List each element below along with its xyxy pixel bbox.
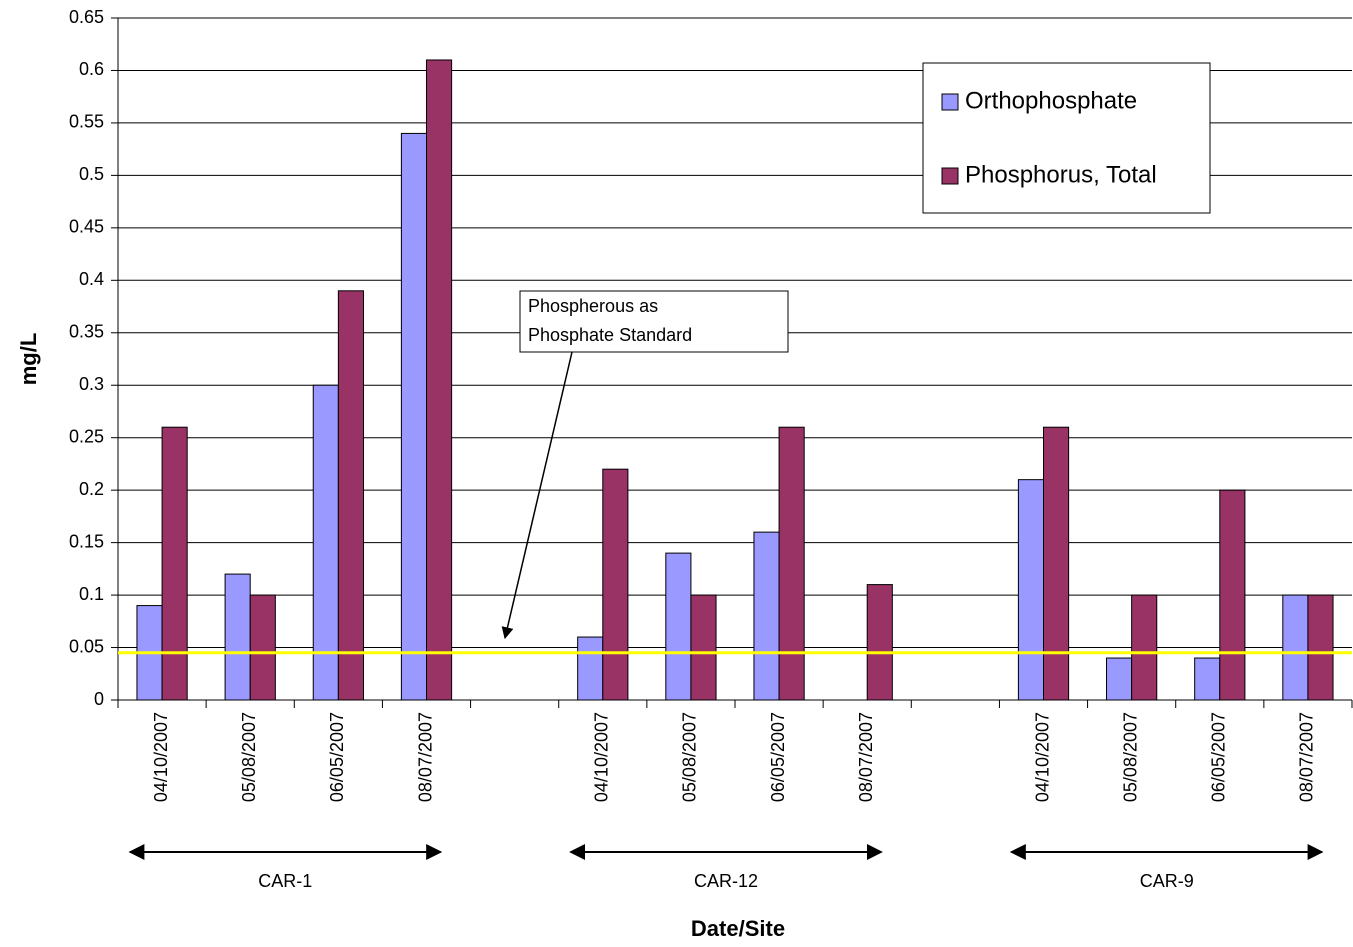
x-tick-label: 05/08/2007 <box>239 712 259 802</box>
bar <box>690 594 717 701</box>
x-tick-label: 06/05/2007 <box>1209 712 1229 802</box>
y-tick-label: 0.3 <box>79 374 104 394</box>
bar <box>1219 489 1246 701</box>
y-tick-label: 0.5 <box>79 164 104 184</box>
y-tick-label: 0.65 <box>69 7 104 27</box>
x-tick-label: 08/07/2007 <box>415 712 435 802</box>
y-tick-label: 0 <box>94 689 104 709</box>
bar <box>665 552 692 701</box>
legend-text: Phosphorus, Total <box>965 161 1157 188</box>
legend-swatch <box>941 93 959 111</box>
annotation-box <box>519 290 789 353</box>
x-axis-title: Date/Site <box>691 916 785 941</box>
annotation-text: Phosphate Standard <box>528 325 692 345</box>
y-tick-label: 0.15 <box>69 531 104 551</box>
bar <box>1307 594 1334 701</box>
legend-text: Orthophosphate <box>965 87 1137 114</box>
bar <box>1017 479 1044 701</box>
x-tick-label: 08/07/2007 <box>856 712 876 802</box>
x-tick-label: 08/07/2007 <box>1297 712 1317 802</box>
legend-swatch <box>941 167 959 185</box>
x-tick-label: 05/08/2007 <box>680 712 700 802</box>
x-tick-label: 04/10/2007 <box>151 712 171 802</box>
bar <box>577 636 604 701</box>
bar <box>224 573 251 701</box>
bar <box>337 290 364 701</box>
y-tick-label: 0.05 <box>69 636 104 656</box>
bar <box>778 426 805 701</box>
x-tick-label: 05/08/2007 <box>1120 712 1140 802</box>
group-label: CAR-12 <box>694 871 758 891</box>
bar <box>1194 657 1221 701</box>
y-tick-label: 0.1 <box>79 584 104 604</box>
bar <box>161 426 188 701</box>
x-tick-label: 04/10/2007 <box>1032 712 1052 802</box>
y-tick-label: 0.6 <box>79 59 104 79</box>
bar <box>753 531 780 701</box>
bar <box>1131 594 1158 701</box>
group-label: CAR-1 <box>258 871 312 891</box>
bar <box>1282 594 1309 701</box>
annotation-text: Phospherous as <box>528 296 658 316</box>
bar <box>602 468 629 701</box>
x-tick-label: 06/05/2007 <box>327 712 347 802</box>
group-label: CAR-9 <box>1140 871 1194 891</box>
y-tick-label: 0.4 <box>79 269 104 289</box>
y-tick-label: 0.45 <box>69 217 104 237</box>
y-tick-label: 0.55 <box>69 112 104 132</box>
y-axis-title: mg/L <box>16 333 41 386</box>
bar <box>1106 657 1133 701</box>
x-tick-label: 06/05/2007 <box>768 712 788 802</box>
bar <box>249 594 276 701</box>
y-tick-label: 0.2 <box>79 479 104 499</box>
legend-box <box>922 62 1211 214</box>
bar <box>312 384 339 701</box>
bar <box>1043 426 1070 701</box>
y-tick-label: 0.25 <box>69 426 104 446</box>
bar <box>400 132 427 701</box>
bar <box>866 584 893 701</box>
bar <box>426 59 453 701</box>
annotation-arrow <box>501 351 573 640</box>
x-tick-label: 04/10/2007 <box>592 712 612 802</box>
y-tick-label: 0.35 <box>69 322 104 342</box>
